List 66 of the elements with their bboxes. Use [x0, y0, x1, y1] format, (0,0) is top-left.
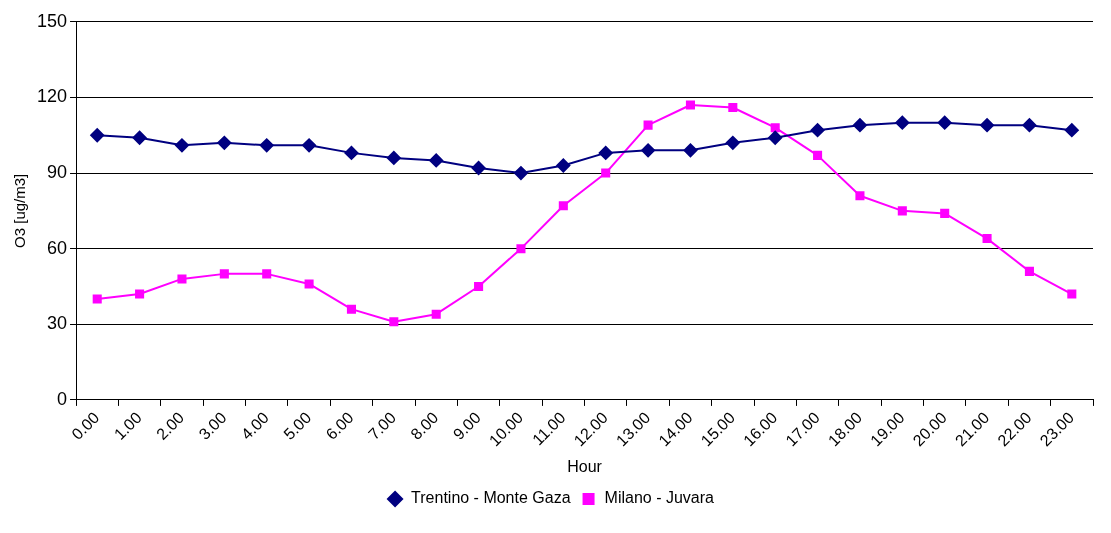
point: [728, 102, 738, 113]
y-tick-label: 0: [57, 388, 68, 409]
point: [852, 118, 867, 133]
point: [980, 118, 995, 133]
point: [1024, 266, 1034, 276]
point: [895, 115, 910, 130]
x-axis-title: Hour: [567, 457, 603, 475]
y-axis-title: O3 [ug/m3]: [11, 173, 29, 248]
point: [513, 166, 528, 181]
point: [770, 123, 780, 133]
point: [217, 135, 232, 150]
point: [1022, 118, 1037, 133]
y-tick-label: 150: [36, 10, 68, 31]
point: [897, 206, 907, 216]
point: [90, 128, 105, 143]
point: [92, 294, 102, 304]
point: [810, 123, 825, 138]
point: [813, 150, 823, 160]
point: [685, 100, 695, 110]
point: [346, 304, 356, 314]
point: [683, 143, 698, 158]
point: [389, 317, 399, 327]
point: [132, 130, 147, 145]
point: [177, 274, 187, 284]
point: [1064, 123, 1079, 138]
point: [725, 135, 740, 150]
point: [302, 138, 317, 153]
point: [937, 115, 952, 130]
point: [556, 158, 571, 173]
x-tick-label: 0.00: [68, 408, 103, 443]
legend-label: Trentino - Monte Gaza: [411, 489, 571, 507]
point: [386, 150, 401, 165]
point: [471, 161, 486, 175]
point: [135, 289, 145, 299]
y-tick-label: 30: [47, 313, 68, 334]
point: [429, 153, 444, 168]
point: [344, 145, 359, 160]
point: [259, 138, 274, 153]
point: [601, 168, 611, 178]
point: [855, 191, 865, 201]
x-tick-label: 3.00: [195, 408, 230, 443]
point: [641, 143, 656, 158]
point: [558, 201, 568, 211]
point: [431, 309, 441, 319]
y-tick-label: 60: [47, 237, 68, 258]
point: [768, 130, 783, 145]
point: [262, 269, 272, 279]
x-tick-label: 9.00: [449, 408, 484, 443]
point: [219, 269, 229, 279]
x-tick-label: 4.00: [237, 408, 273, 443]
x-tick-label: 7.00: [365, 408, 400, 443]
point: [304, 279, 314, 289]
x-tick-label: 8.00: [407, 408, 442, 443]
point: [940, 208, 950, 218]
point: [516, 244, 526, 254]
y-tick-label: 90: [47, 162, 68, 183]
legend-label: Milano - Juvara: [604, 489, 715, 507]
point: [643, 120, 653, 130]
point: [1067, 289, 1077, 299]
x-tick-label: 6.00: [322, 408, 357, 443]
point: [474, 281, 484, 292]
x-tick-label: 1.00: [110, 408, 145, 443]
point: [598, 145, 613, 160]
point: [982, 234, 992, 244]
point: [174, 138, 189, 153]
y-tick-label: 120: [36, 86, 68, 107]
